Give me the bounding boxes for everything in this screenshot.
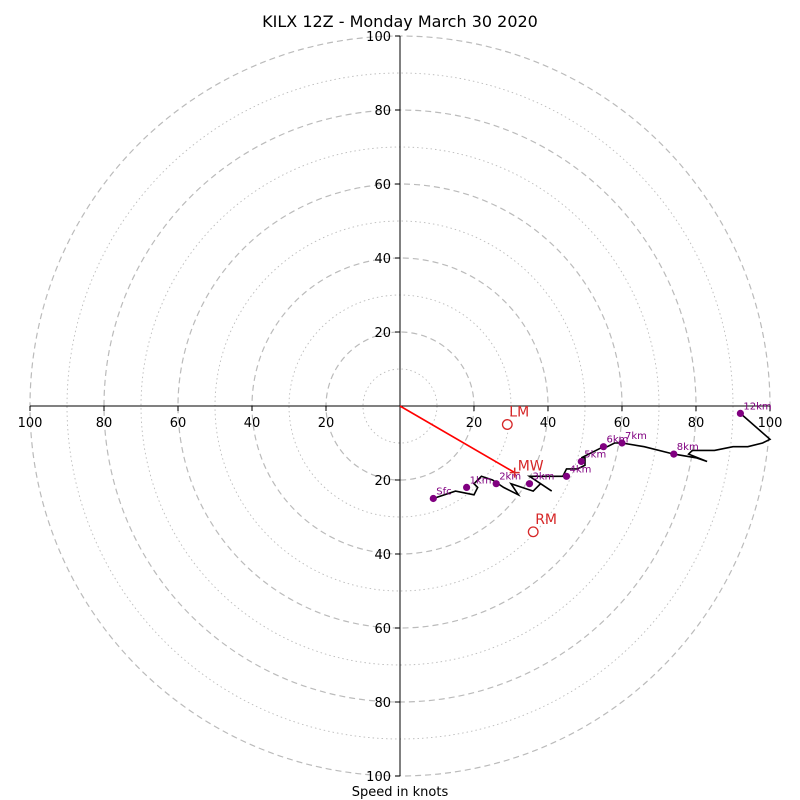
mean-wind-vector <box>399 405 516 474</box>
height-marker-label: 7km <box>625 431 647 442</box>
x-tick-label: 80 <box>96 416 113 431</box>
lm-marker <box>501 419 513 430</box>
height-marker-label: 8km <box>677 442 699 453</box>
x-tick-label: 60 <box>614 416 631 431</box>
y-tick-label: 100 <box>366 30 391 45</box>
lm-label: LM <box>509 405 529 421</box>
height-marker-label: 4km <box>570 464 592 475</box>
rm-label: RM <box>535 512 557 528</box>
chart-title: KILX 12Z - Monday March 30 2020 <box>262 12 538 31</box>
height-marker-point <box>463 483 471 491</box>
y-tick-label: 20 <box>374 326 391 341</box>
height-marker-point <box>429 494 437 503</box>
x-tick-label: 20 <box>466 416 483 431</box>
height-marker-point <box>736 409 745 417</box>
height-marker-point <box>525 480 534 488</box>
y-tick-label: 80 <box>374 104 391 119</box>
height-marker-label: 12km <box>743 401 771 412</box>
height-marker-point <box>670 450 678 458</box>
x-tick-label: 80 <box>688 416 705 431</box>
height-marker-label: 6km <box>607 435 629 446</box>
x-tick-label: 100 <box>758 416 783 431</box>
rm-marker <box>527 526 539 538</box>
height-marker-label: 3km <box>533 472 555 483</box>
hodograph-trace <box>433 412 772 500</box>
x-tick-label: 20 <box>318 416 335 431</box>
height-marker-label: 1km <box>470 475 492 486</box>
height-marker-point <box>599 443 608 451</box>
y-tick-label: 20 <box>374 474 391 489</box>
storm-motion: MW LM RM <box>399 405 557 538</box>
height-marker-label: 2km <box>499 472 521 483</box>
y-tick-label: 80 <box>374 696 391 711</box>
y-tick-label: 40 <box>374 548 391 563</box>
hodograph-line <box>433 412 772 500</box>
height-marker-label: 5km <box>584 450 606 461</box>
x-tick-label: 60 <box>170 416 187 431</box>
height-marker-point <box>562 472 571 480</box>
x-axis-label: Speed in knots <box>352 785 449 800</box>
tick-labels: 100 80 60 40 20 20 40 60 80 100 100 80 60 40 20 20 40 60 8… <box>18 30 783 785</box>
x-tick-label: 40 <box>540 416 557 431</box>
x-tick-label: 100 <box>18 416 43 431</box>
height-marker-point <box>618 439 626 447</box>
height-marker-point <box>492 480 500 488</box>
y-tick-label: 100 <box>366 770 391 785</box>
x-tick-label: 40 <box>244 416 261 431</box>
y-tick-label: 40 <box>374 252 391 267</box>
y-tick-label: 60 <box>374 178 391 193</box>
y-tick-label: 60 <box>374 622 391 637</box>
mean-wind-label: MW <box>518 459 544 475</box>
height-marker-label: Sfc <box>436 487 451 498</box>
height-marker-point <box>577 457 585 466</box>
